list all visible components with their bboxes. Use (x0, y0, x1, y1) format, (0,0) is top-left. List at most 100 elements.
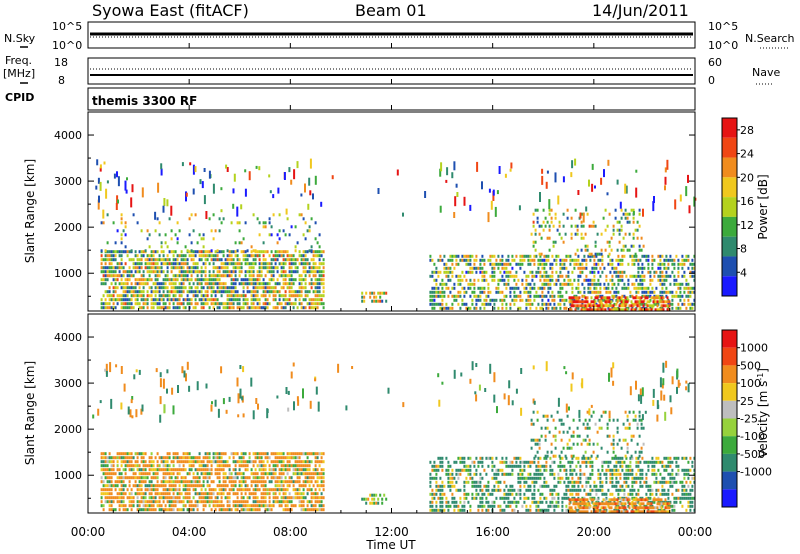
echo-cell (206, 492, 209, 496)
echo-cell (485, 488, 488, 492)
echo-cell (208, 476, 211, 480)
echo-cell (529, 302, 532, 306)
echo-cell (479, 480, 482, 484)
echo-cell (106, 492, 109, 496)
echo-cell (525, 290, 528, 294)
echo-cell (212, 298, 215, 302)
echo-cell (150, 250, 153, 254)
echo-cell (433, 294, 436, 298)
echo-cell (100, 456, 103, 460)
echo-cell (302, 258, 305, 262)
echo-cell (495, 298, 498, 302)
echo-cell (244, 254, 247, 258)
echo-cell (604, 248, 607, 252)
echo-cell (677, 274, 680, 278)
echo-cell (268, 290, 271, 294)
echo-cell (306, 290, 309, 294)
echo-cell (459, 496, 462, 500)
echo-cell (298, 452, 301, 456)
echo-cell (312, 476, 315, 480)
echo-cell (100, 504, 103, 508)
echo-cell (314, 274, 317, 278)
echo-cell (274, 282, 277, 286)
echo-cell (647, 266, 650, 270)
echo-cell (531, 270, 534, 274)
echo-cell (479, 500, 482, 504)
echo-cell (467, 254, 470, 258)
echo-cell (495, 476, 498, 480)
echo-cell (290, 274, 293, 278)
echo-cell (146, 282, 149, 286)
echo-cell (144, 249, 147, 253)
echo-cell (304, 254, 307, 258)
echo-cell (212, 286, 215, 290)
echo-cell (551, 298, 554, 302)
echo-cell (240, 241, 243, 245)
echo-cell (485, 270, 488, 274)
echo-cell (104, 254, 107, 258)
echo-cell (140, 250, 143, 254)
echo-cell (264, 250, 267, 254)
echo-cell (242, 496, 245, 500)
echo-cell (288, 508, 291, 512)
echo-cell (603, 492, 606, 496)
echo-cell (120, 266, 123, 270)
echo-cell (154, 456, 157, 460)
echo-cell (114, 472, 117, 476)
echo-cell (316, 294, 319, 298)
echo-cell (142, 286, 145, 290)
echo-cell (314, 306, 317, 310)
echo-cell (270, 233, 273, 237)
echo-cell (222, 460, 225, 464)
echo-cell (597, 270, 600, 274)
echo-cell (172, 302, 175, 306)
echo-cell (505, 262, 508, 266)
echo-cell (298, 484, 301, 488)
echo-cell (445, 472, 448, 476)
echo-cell (447, 500, 450, 504)
echo-cell (597, 488, 600, 492)
echo-cell (310, 480, 313, 484)
echo-cell (586, 248, 589, 252)
echo-cell (543, 282, 546, 286)
echo-cell (270, 488, 273, 492)
echo-cell (226, 464, 229, 468)
echo-cell (258, 278, 261, 282)
echo-cell (531, 492, 534, 496)
echo-cell (685, 186, 688, 197)
echo-cell (106, 456, 109, 460)
echo-cell (114, 270, 117, 274)
echo-cell (256, 504, 259, 508)
echo-cell (523, 492, 526, 496)
echo-cell (238, 468, 241, 472)
echo-cell (272, 472, 275, 476)
echo-cell (609, 472, 612, 476)
echo-cell (667, 258, 670, 262)
echo-cell (272, 464, 275, 468)
echo-cell (493, 484, 496, 488)
echo-cell (579, 472, 582, 476)
echo-cell (513, 286, 516, 290)
echo-cell (551, 294, 554, 298)
echo-cell (439, 464, 442, 468)
echo-cell (114, 306, 117, 310)
echo-cell (262, 472, 265, 476)
echo-cell (163, 198, 166, 206)
echo-cell (154, 488, 157, 492)
echo-cell (591, 278, 594, 282)
echo-cell (300, 258, 303, 262)
echo-cell (647, 290, 650, 294)
echo-cell (105, 188, 108, 199)
echo-cell (635, 286, 638, 290)
echo-cell (260, 492, 263, 496)
echo-cell (278, 476, 281, 480)
echo-cell (602, 216, 605, 220)
echo-cell (278, 229, 281, 233)
echo-cell (186, 452, 189, 456)
echo-cell (580, 220, 583, 224)
echo-cell (216, 306, 219, 310)
echo-cell (503, 488, 506, 492)
echo-cell (210, 254, 213, 258)
echo-cell (228, 508, 231, 512)
echo-cell (435, 270, 438, 274)
